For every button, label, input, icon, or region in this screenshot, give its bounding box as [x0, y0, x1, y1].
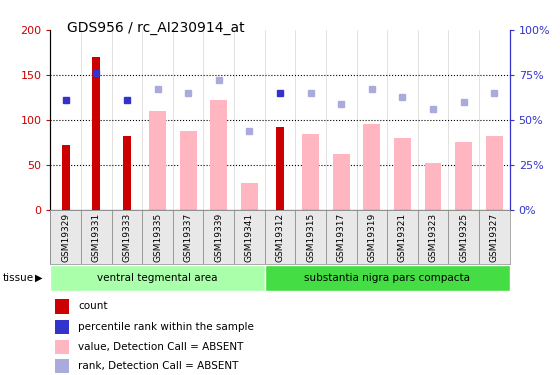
Bar — [149, 111, 166, 210]
Text: rank, Detection Call = ABSENT: rank, Detection Call = ABSENT — [78, 362, 239, 371]
Bar — [363, 124, 380, 210]
Text: GSM19325: GSM19325 — [459, 213, 468, 262]
Text: GDS956 / rc_AI230914_at: GDS956 / rc_AI230914_at — [67, 21, 245, 34]
Text: count: count — [78, 302, 108, 312]
Text: GSM19315: GSM19315 — [306, 213, 315, 262]
Text: GSM19321: GSM19321 — [398, 213, 407, 262]
Bar — [211, 100, 227, 210]
Text: GSM19331: GSM19331 — [92, 213, 101, 262]
Bar — [55, 340, 69, 354]
Bar — [92, 57, 100, 210]
Bar — [295, 210, 326, 264]
Text: GSM19323: GSM19323 — [428, 213, 437, 262]
Bar — [265, 210, 295, 264]
Bar — [111, 210, 142, 264]
Bar — [265, 265, 510, 291]
Bar — [326, 210, 357, 264]
Bar — [449, 210, 479, 264]
Text: GSM19341: GSM19341 — [245, 213, 254, 262]
Bar — [55, 320, 69, 334]
Bar — [486, 136, 503, 210]
Bar — [50, 265, 265, 291]
Bar — [333, 154, 349, 210]
Text: tissue: tissue — [3, 273, 34, 283]
Bar — [357, 210, 387, 264]
Bar — [241, 183, 258, 210]
Bar — [180, 131, 197, 210]
Text: GSM19319: GSM19319 — [367, 213, 376, 262]
Bar — [55, 299, 69, 314]
Text: ventral tegmental area: ventral tegmental area — [97, 273, 218, 283]
Bar — [276, 127, 284, 210]
Text: GSM19317: GSM19317 — [337, 213, 346, 262]
Bar — [234, 210, 265, 264]
Bar — [50, 210, 81, 264]
Bar — [424, 163, 441, 210]
Text: value, Detection Call = ABSENT: value, Detection Call = ABSENT — [78, 342, 244, 352]
Bar — [55, 359, 69, 374]
Bar — [418, 210, 449, 264]
Text: percentile rank within the sample: percentile rank within the sample — [78, 322, 254, 332]
Text: GSM19312: GSM19312 — [276, 213, 284, 262]
Bar — [81, 210, 111, 264]
Bar — [203, 210, 234, 264]
Text: ▶: ▶ — [35, 273, 43, 283]
Bar — [173, 210, 203, 264]
Bar — [142, 210, 173, 264]
Text: GSM19337: GSM19337 — [184, 213, 193, 262]
Bar — [387, 210, 418, 264]
Bar — [62, 145, 69, 210]
Text: GSM19327: GSM19327 — [490, 213, 499, 262]
Bar — [302, 134, 319, 210]
Text: GSM19335: GSM19335 — [153, 213, 162, 262]
Bar — [479, 210, 510, 264]
Text: GSM19329: GSM19329 — [61, 213, 70, 262]
Bar — [394, 138, 411, 210]
Text: GSM19333: GSM19333 — [123, 213, 132, 262]
Bar — [455, 142, 472, 210]
Text: substantia nigra pars compacta: substantia nigra pars compacta — [304, 273, 470, 283]
Bar — [123, 136, 130, 210]
Text: GSM19339: GSM19339 — [214, 213, 223, 262]
